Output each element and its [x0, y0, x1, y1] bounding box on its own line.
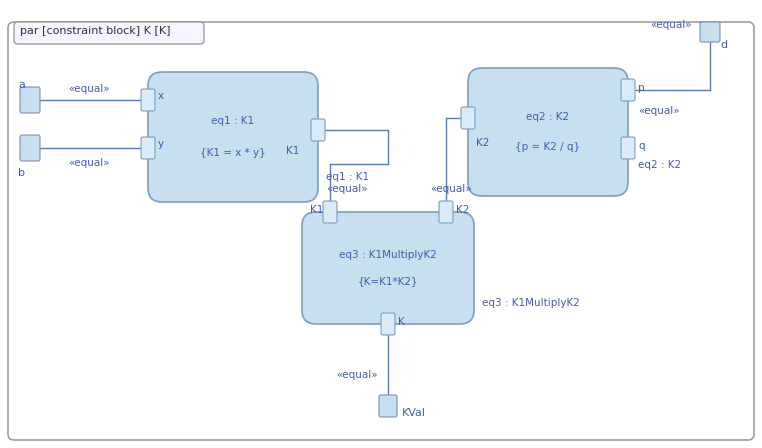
Text: «equal»: «equal» — [638, 106, 680, 116]
Text: «equal»: «equal» — [430, 184, 472, 194]
FancyBboxPatch shape — [621, 137, 635, 159]
FancyBboxPatch shape — [700, 22, 720, 42]
FancyBboxPatch shape — [621, 79, 635, 101]
Text: «equal»: «equal» — [68, 158, 110, 168]
Text: par [constraint block] K [K]: par [constraint block] K [K] — [20, 26, 171, 36]
FancyBboxPatch shape — [311, 119, 325, 141]
Text: d: d — [720, 40, 727, 50]
Text: {K=K1*K2}: {K=K1*K2} — [357, 276, 418, 286]
Text: K: K — [398, 317, 405, 327]
Text: «equal»: «equal» — [650, 20, 692, 30]
Text: b: b — [18, 168, 25, 178]
Text: x: x — [158, 91, 164, 101]
Text: K1: K1 — [310, 205, 323, 215]
Text: q: q — [638, 141, 645, 151]
FancyBboxPatch shape — [439, 201, 453, 223]
FancyBboxPatch shape — [468, 68, 628, 196]
Text: eq2 : K2: eq2 : K2 — [527, 112, 569, 122]
FancyBboxPatch shape — [148, 72, 318, 202]
FancyBboxPatch shape — [381, 313, 395, 335]
Text: eq3 : K1MultiplyK2: eq3 : K1MultiplyK2 — [482, 298, 580, 308]
FancyBboxPatch shape — [20, 87, 40, 113]
Text: «equal»: «equal» — [68, 84, 110, 94]
Text: y: y — [158, 139, 164, 149]
Text: K2: K2 — [456, 205, 469, 215]
Text: K2: K2 — [476, 138, 489, 148]
FancyBboxPatch shape — [141, 89, 155, 111]
FancyBboxPatch shape — [379, 395, 397, 417]
Text: p: p — [638, 83, 645, 93]
FancyBboxPatch shape — [461, 107, 475, 129]
FancyBboxPatch shape — [20, 135, 40, 161]
Text: eq1 : K1: eq1 : K1 — [326, 172, 369, 182]
Text: eq3 : K1MultiplyK2: eq3 : K1MultiplyK2 — [339, 250, 437, 259]
Text: {K1 = x * y}: {K1 = x * y} — [200, 147, 266, 158]
Text: «equal»: «equal» — [336, 370, 378, 380]
FancyBboxPatch shape — [323, 201, 337, 223]
Text: {p = K2 / q}: {p = K2 / q} — [515, 142, 581, 152]
FancyBboxPatch shape — [14, 22, 204, 44]
Text: a: a — [18, 80, 25, 90]
FancyBboxPatch shape — [141, 137, 155, 159]
Text: KVal: KVal — [402, 408, 426, 418]
Text: «equal»: «equal» — [326, 184, 367, 194]
Text: eq1 : K1: eq1 : K1 — [211, 116, 255, 126]
FancyBboxPatch shape — [8, 22, 754, 440]
Text: eq2 : K2: eq2 : K2 — [638, 160, 681, 170]
Text: K1: K1 — [286, 146, 299, 156]
FancyBboxPatch shape — [302, 212, 474, 324]
